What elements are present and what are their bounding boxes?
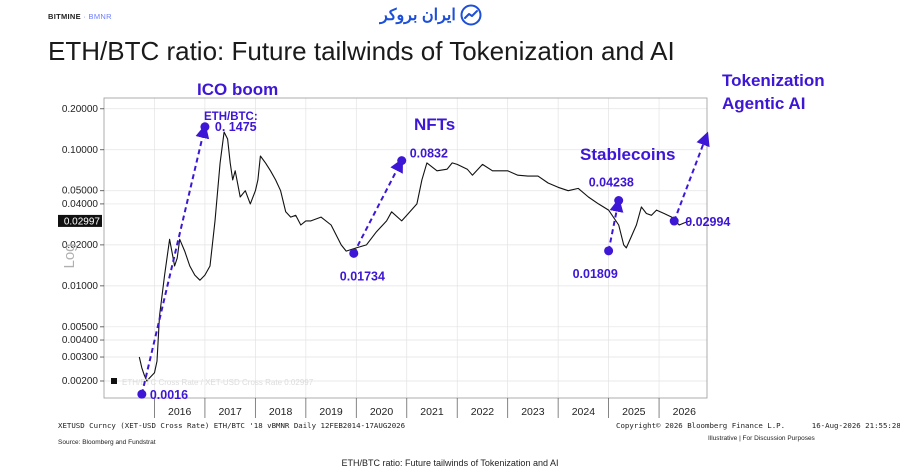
series-line <box>138 131 691 382</box>
x-tick-label: 2024 <box>572 406 596 418</box>
annotation-value-label: 0.0832 <box>410 147 448 161</box>
x-axis: 2016 2017 2018 2019 2020 2021 2022 2023 2024 2025… <box>154 398 696 418</box>
brand-name: BITMINE <box>48 12 81 21</box>
x-tick-label: 2022 <box>471 406 495 418</box>
x-tick-label: 2017 <box>218 406 242 418</box>
trend-arrow <box>607 197 624 252</box>
legend-label: ETH/BTC Cross Rate / XET-USD Cross Rate … <box>122 378 314 387</box>
trend-arrows <box>140 124 710 395</box>
bloomberg-footer-left: XETUSD Curncy (XET-USD Cross Rate) ETH/B… <box>58 421 406 430</box>
y-tick-label: 0.05000 <box>62 186 99 197</box>
annotation-value-label: 0. 1475 <box>215 120 257 134</box>
annotation-value-label: 0.01734 <box>340 269 385 283</box>
source-note: Source: Bloomberg and Fundstrat <box>58 439 156 446</box>
trend-arrow <box>352 158 404 254</box>
y-axis: 0.20000 0.10000 0.05000 0.04000 0.02000 0.010… <box>58 104 104 387</box>
callout-agentic-ai: Agentic AI <box>722 94 805 113</box>
y-axis-label: Log <box>61 243 78 268</box>
y-tick-label: 0.00200 <box>62 376 99 387</box>
annotation-dot <box>397 156 407 166</box>
figure-caption: ETH/BTC ratio: Future tailwinds of Token… <box>341 458 559 468</box>
x-tick-label: 2021 <box>420 406 444 418</box>
last-value-label: 0.02997 <box>64 216 101 227</box>
x-tick-label: 2026 <box>673 406 697 418</box>
annotation-dot <box>604 246 614 256</box>
annotation-value-label: 0.01809 <box>573 267 618 281</box>
callouts: ICO boom ETH/BTC: NFTs Stablecoins Token… <box>197 71 825 164</box>
annotation-dot <box>137 389 147 399</box>
brand-ticker: BMNR <box>88 12 112 21</box>
y-tick-label: 0.04000 <box>62 199 99 210</box>
page-title: ETH/BTC ratio: Future tailwinds of Token… <box>48 36 675 66</box>
annotation-value-label: 0.02994 <box>685 215 730 229</box>
y-tick-label: 0.10000 <box>62 145 99 156</box>
annotation-dot <box>200 122 210 132</box>
y-tick-label: 0.01000 <box>62 281 99 292</box>
last-value-badge <box>58 214 102 227</box>
callout-tokenization: Tokenization <box>722 71 825 90</box>
y-tick-label: 0.20000 <box>62 104 99 115</box>
annotation-dot <box>614 195 624 205</box>
annotation-points: 0.0016 0. 1475 0.01734 0.0832 0.01809 0.04238… <box>137 120 730 402</box>
x-tick-label: 2023 <box>521 406 545 418</box>
logo-text: ایران بروکر <box>380 7 456 24</box>
x-tick-label: 2019 <box>319 406 343 418</box>
annotation-value-label: 0.0016 <box>150 388 188 402</box>
annotation-value-label: 0.04238 <box>589 175 634 189</box>
legend-swatch <box>111 378 117 384</box>
logo: ایران بروکر <box>380 4 482 26</box>
trend-arrow <box>140 124 210 395</box>
plot-frame <box>103 97 708 399</box>
legend: ETH/BTC Cross Rate / XET-USD Cross Rate … <box>111 378 314 387</box>
trend-arrow <box>673 131 710 222</box>
y-tick-label: 0.00500 <box>62 322 99 333</box>
y-tick-label: 0.00400 <box>62 335 99 346</box>
x-tick-label: 2025 <box>622 406 646 418</box>
callout-eth-btc: ETH/BTC: <box>204 111 258 123</box>
brand-separator: · <box>83 12 87 21</box>
disclaimer: Illustrative | For Discussion Purposes <box>708 435 815 442</box>
x-tick-label: 2018 <box>269 406 293 418</box>
x-tick-label: 2020 <box>370 406 394 418</box>
trend-chart-icon <box>460 4 482 26</box>
x-tick-label: 2016 <box>168 406 192 418</box>
brand-header: BITMINE · BMNR <box>48 12 112 21</box>
callout-nfts: NFTs <box>414 115 455 134</box>
bloomberg-footer-right: Copyright© 2026 Bloomberg Finance L.P. 1… <box>616 421 900 430</box>
callout-stablecoins: Stablecoins <box>580 145 675 164</box>
annotation-dot <box>349 248 359 258</box>
y-tick-label: 0.00300 <box>62 352 99 363</box>
grid <box>104 98 707 398</box>
y-tick-label: 0.02000 <box>62 240 99 251</box>
callout-ico-boom: ICO boom <box>197 80 278 99</box>
annotation-dot <box>669 216 679 226</box>
price-series <box>138 131 691 382</box>
